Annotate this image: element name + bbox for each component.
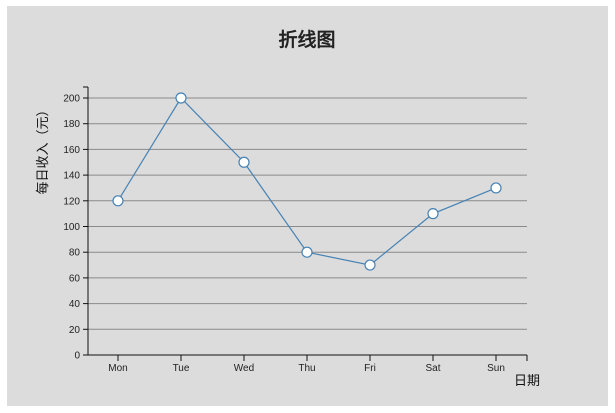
y-tick-label: 0 xyxy=(74,351,80,362)
chart-panel: 折线图 0 20 40 60 80 100 120 140 160 180 200 Mon Tue Wed… xyxy=(7,6,608,406)
data-point xyxy=(301,246,313,258)
data-point xyxy=(238,156,250,168)
y-tick-label: 80 xyxy=(69,248,81,259)
x-tick-label: Fri xyxy=(364,363,376,374)
x-tick-label: Mon xyxy=(108,363,127,374)
axes xyxy=(83,86,528,361)
data-point xyxy=(364,259,376,271)
x-tick-label: Sat xyxy=(425,363,440,374)
x-tick-label: Wed xyxy=(234,363,254,374)
y-tick-label: 100 xyxy=(63,222,80,233)
series-polyline xyxy=(117,97,497,266)
y-tick-label: 40 xyxy=(69,299,81,310)
y-tick-label: 120 xyxy=(63,196,80,207)
chart-title: 折线图 xyxy=(278,28,335,51)
y-tick-label: 200 xyxy=(63,94,80,105)
x-tick-label: Sun xyxy=(487,363,505,374)
line-chart: 折线图 0 20 40 60 80 100 120 140 160 180 200 Mon Tue Wed… xyxy=(35,28,540,389)
y-tick-label: 60 xyxy=(69,273,81,284)
tick-labels: 0 20 40 60 80 100 120 140 160 180 200 Mon Tue Wed Thu F… xyxy=(63,94,505,375)
data-point xyxy=(427,208,439,220)
y-tick-label: 140 xyxy=(63,171,80,182)
data-point xyxy=(112,195,124,207)
x-tick-label: Thu xyxy=(298,363,315,374)
y-axis-label: 每日收入（元） xyxy=(35,103,51,194)
grid-lines xyxy=(88,97,527,330)
y-tick-label: 160 xyxy=(63,145,80,156)
data-point xyxy=(490,182,502,194)
x-tick-label: Tue xyxy=(173,363,190,374)
y-tick-label: 20 xyxy=(69,325,81,336)
data-point xyxy=(175,92,187,104)
series-line xyxy=(112,92,502,271)
y-tick-label: 180 xyxy=(63,119,80,130)
x-axis-label: 日期 xyxy=(514,374,540,389)
